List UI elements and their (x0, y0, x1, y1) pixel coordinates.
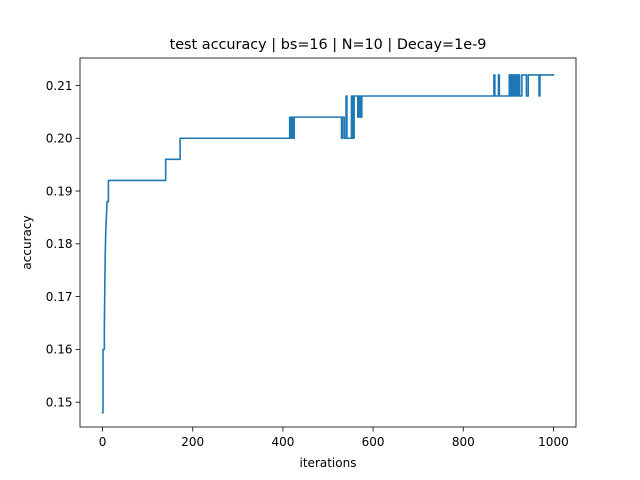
y-tick-label: 0.15 (46, 395, 73, 409)
y-tick-label: 0.21 (46, 79, 73, 93)
x-tick-label: 1000 (538, 435, 569, 449)
y-tick-label: 0.19 (46, 184, 73, 198)
y-tick-label: 0.18 (46, 237, 73, 251)
y-axis-label: accuracy (20, 215, 34, 269)
plot-area (101, 74, 555, 414)
y-tick-label: 0.17 (46, 290, 73, 304)
y-axis-ticks: 0.15 0.16 0.17 0.18 0.19 0.20 0.21 (46, 79, 80, 409)
x-axis-label: iterations (300, 456, 357, 470)
x-tick-label: 800 (452, 435, 475, 449)
accuracy-series-line (101, 74, 555, 414)
y-tick-label: 0.20 (46, 132, 73, 146)
x-tick-label: 400 (271, 435, 294, 449)
x-tick-label: 200 (181, 435, 204, 449)
x-tick-label: 600 (362, 435, 385, 449)
chart-title: test accuracy | bs=16 | N=10 | Decay=1e-… (170, 37, 487, 53)
y-tick-label: 0.16 (46, 343, 73, 357)
x-axis-ticks: 0 200 400 600 800 1000 (99, 427, 569, 449)
x-tick-label: 0 (99, 435, 107, 449)
axes-frame (79, 57, 577, 428)
